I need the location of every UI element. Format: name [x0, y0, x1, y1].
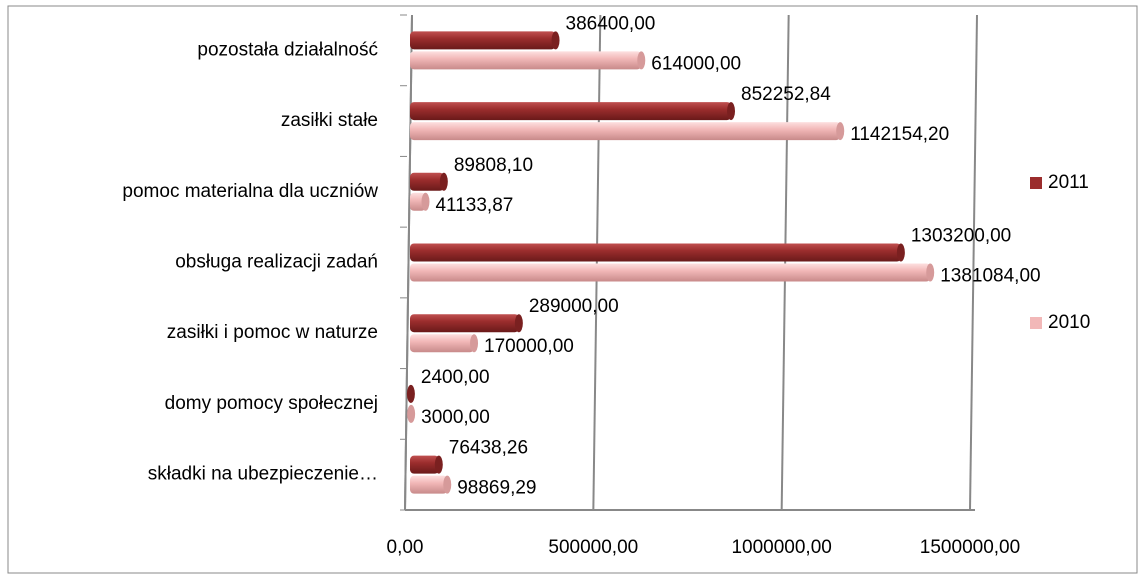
- bar: [410, 192, 426, 211]
- value-label: 170000,00: [484, 336, 574, 357]
- value-label: 1303200,00: [911, 226, 1011, 247]
- value-label: 386400,00: [566, 13, 656, 34]
- grid-line: [780, 14, 790, 511]
- legend-swatch: [1030, 317, 1042, 329]
- y-tick-label: zasiłki stałe: [281, 110, 378, 131]
- legend-swatch: [1030, 177, 1042, 189]
- y-tick-label: składki na ubezpieczenie…: [148, 464, 378, 485]
- x-tick-label: 1500000,00: [920, 537, 1020, 558]
- bar-cap: [470, 334, 479, 353]
- value-label: 3000,00: [421, 407, 490, 428]
- bar-cap: [434, 455, 443, 474]
- bar-cap: [443, 475, 452, 494]
- bar-cap: [727, 102, 736, 121]
- y-tick-label: zasiłki i pomoc w naturze: [167, 322, 378, 343]
- x-tick-label: 1000000,00: [731, 537, 831, 558]
- y-tick-label: obsługa realizacji zadań: [175, 252, 378, 273]
- value-label: 2400,00: [421, 367, 490, 388]
- bar: [410, 122, 841, 141]
- value-label: 89808,10: [454, 155, 533, 176]
- y-tick-label: pozostała działalność: [197, 39, 378, 60]
- bar-cap: [926, 263, 935, 282]
- bar: [410, 334, 475, 353]
- chart-border: [7, 5, 1138, 574]
- value-label: 1381084,00: [940, 266, 1040, 287]
- x-tick-label: 500000,00: [548, 537, 638, 558]
- value-label: 76438,26: [449, 438, 528, 459]
- y-tick-label: pomoc materialna dla uczniów: [122, 181, 378, 202]
- bar: [410, 51, 642, 70]
- bar: [410, 263, 931, 282]
- bar: [410, 172, 444, 191]
- grid-line: [592, 14, 602, 511]
- bar-cap: [836, 122, 845, 141]
- bar-cap: [407, 404, 416, 423]
- bar-cap: [896, 243, 905, 262]
- bar: [410, 243, 901, 262]
- value-label: 98869,29: [457, 478, 536, 499]
- bar-cap: [514, 314, 523, 333]
- value-label: 41133,87: [435, 195, 513, 216]
- bar-cap: [406, 384, 415, 403]
- bar-cap: [551, 31, 560, 50]
- bar: [410, 102, 732, 121]
- value-label: 1142154,20: [850, 124, 949, 145]
- bar: [410, 31, 556, 50]
- grid-line: [969, 14, 978, 511]
- value-label: 289000,00: [529, 296, 619, 317]
- bar-cap: [421, 192, 430, 211]
- bar-cap: [637, 51, 646, 70]
- y-tick-label: domy pomocy społecznej: [165, 393, 378, 414]
- value-label: 852252,84: [741, 84, 831, 105]
- x-tick-label: 0,00: [387, 537, 424, 558]
- grid-line: [404, 14, 413, 511]
- legend-label: 2011: [1048, 172, 1089, 193]
- legend-label: 2010: [1048, 312, 1090, 333]
- bar-cap: [439, 172, 448, 191]
- bar: [410, 475, 448, 494]
- value-label: 614000,00: [651, 53, 741, 74]
- bar: [410, 314, 519, 333]
- bar: [410, 455, 439, 474]
